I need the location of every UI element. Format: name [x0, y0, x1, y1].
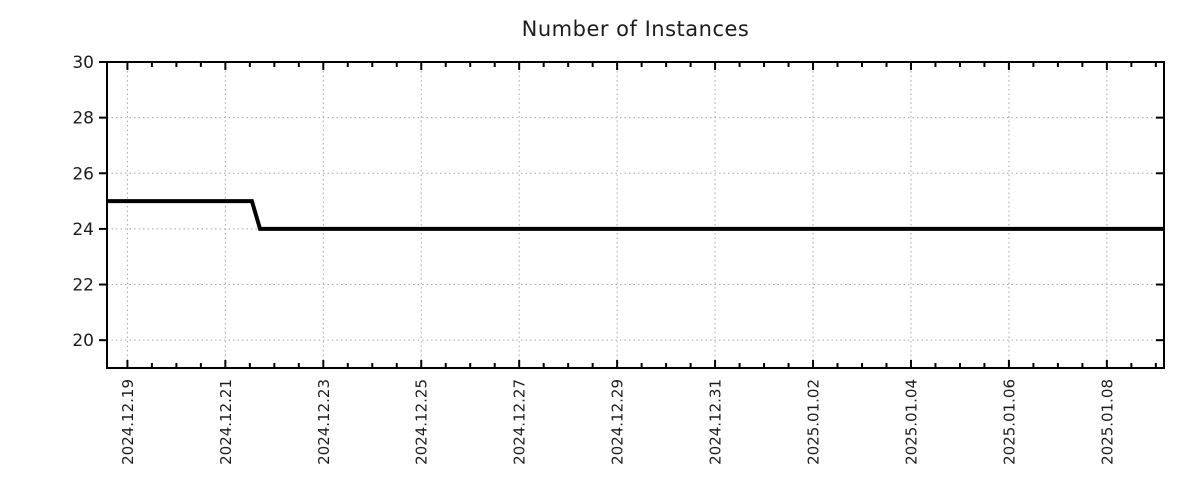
y-tick-label: 26	[72, 164, 94, 184]
y-tick-label: 20	[72, 331, 94, 351]
x-tick-label: 2024.12.31	[707, 379, 725, 465]
x-tick-label: 2024.12.25	[413, 379, 431, 465]
x-tick-label: 2025.01.08	[1098, 379, 1116, 465]
plot-area	[106, 61, 1165, 369]
tick-layer	[99, 61, 1164, 368]
y-tick-label: 22	[72, 276, 94, 296]
y-tick-label: 24	[72, 220, 94, 240]
tick-labels: 20 22 24 26 28 30 2024.12.19 2024.12.21 2024.12.…	[72, 53, 1116, 465]
series-line-instances	[107, 199, 1164, 231]
y-tick-label: 30	[72, 53, 94, 73]
x-tick-label: 2024.12.29	[609, 379, 627, 465]
grid-layer	[107, 61, 1164, 368]
x-tick-label: 2025.01.04	[902, 379, 920, 465]
chart-title: Number of Instances	[521, 17, 750, 41]
x-tick-label: 2024.12.21	[217, 379, 235, 465]
x-tick-label: 2025.01.06	[1000, 379, 1018, 465]
x-tick-label: 2024.12.27	[511, 379, 529, 465]
x-tick-label: 2025.01.02	[805, 379, 823, 465]
x-tick-label: 2024.12.19	[119, 379, 137, 465]
x-tick-label: 2024.12.23	[315, 379, 333, 465]
y-tick-label: 28	[72, 109, 94, 129]
